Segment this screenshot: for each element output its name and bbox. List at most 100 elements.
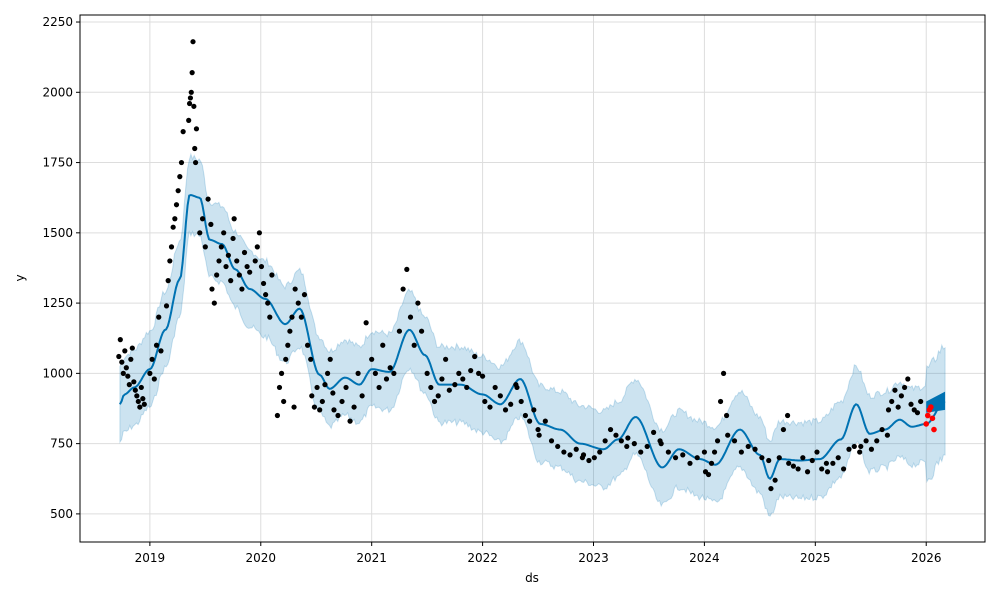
observed-point [134,393,140,399]
observed-point [396,328,403,334]
observed-point [314,384,320,391]
observed-point [573,446,579,452]
observed-point [283,356,289,362]
observed-point [239,286,245,292]
observed-point [380,342,386,348]
observed-point [223,263,229,270]
observed-point [823,460,830,466]
observed-point [901,384,908,391]
observed-point [274,412,281,419]
observed-point [914,410,921,416]
observed-point [129,345,135,351]
observed-point [456,370,462,376]
observed-point [723,412,730,419]
observed-point [567,452,573,458]
x-tick-label: 2023 [578,551,609,565]
observed-point [372,370,378,376]
observed-point [468,367,474,374]
observed-point [863,438,869,444]
observed-point [428,384,434,391]
observed-point [173,202,180,208]
observed-point [202,244,208,250]
observed-point [122,348,128,354]
observed-point [168,244,175,250]
observed-point [132,387,138,393]
observed-point [119,359,125,365]
observed-point [830,460,836,466]
observed-point [149,356,155,362]
observed-point [508,401,514,407]
observed-point [705,471,712,478]
observed-point [446,387,452,393]
observed-point [766,457,772,464]
observed-point [482,398,488,405]
observed-point [814,449,820,455]
observed-point [464,384,470,391]
actual-test-point [931,426,937,433]
observed-point [263,292,269,298]
observed-point [759,455,765,461]
observed-point [795,466,801,472]
observed-point [278,370,285,376]
y-tick-label: 1500 [42,226,73,240]
observed-point [269,272,275,278]
observed-point [786,460,792,466]
observed-point [324,370,331,376]
observed-point [804,469,811,475]
observed-point [309,393,315,399]
observed-point [285,342,291,348]
observed-point [188,89,194,95]
observed-point [694,455,700,461]
observed-point [117,337,123,343]
observed-point [163,303,170,309]
observed-point [147,370,153,376]
observed-point [221,230,227,236]
observed-point [658,441,664,447]
observed-point [258,263,265,270]
observed-point [898,393,904,399]
observed-point [339,398,345,405]
observed-point [607,426,614,433]
observed-point [479,373,486,379]
x-axis-label: ds [525,571,539,585]
observed-point [824,469,831,475]
observed-point [165,278,171,284]
observed-point [214,272,220,278]
axis-ticks: 2019 2020 2021 2022 2023 2024 2025 2026 500 750 10… [42,15,941,565]
y-tick-label: 500 [50,507,73,521]
observed-point [158,348,164,354]
observed-point [597,449,603,455]
observed-point [123,365,129,371]
observed-point [330,390,336,396]
observed-point [120,370,126,376]
observed-point [738,449,744,455]
observed-point [776,455,782,461]
observed-point [116,353,122,360]
observed-point [211,300,217,306]
observed-point [895,404,901,410]
observed-point [167,258,173,264]
observed-point [187,95,194,101]
observed-point [602,438,608,444]
observed-point [228,278,234,284]
x-tick-label: 2026 [911,551,942,565]
observed-point [218,244,224,250]
observed-point [317,407,323,413]
observed-point [387,365,393,371]
observed-point [687,460,693,466]
observed-point [137,404,143,410]
observed-point [415,300,421,306]
observed-point [311,404,318,410]
observed-point [175,188,181,194]
observed-point [301,292,308,298]
observed-point [241,249,248,256]
observed-point [287,328,293,334]
observed-point [260,280,267,287]
observed-point [304,342,311,348]
observed-point [247,269,253,275]
observed-point [383,376,390,382]
observed-point [452,382,458,388]
observed-point [343,384,349,391]
